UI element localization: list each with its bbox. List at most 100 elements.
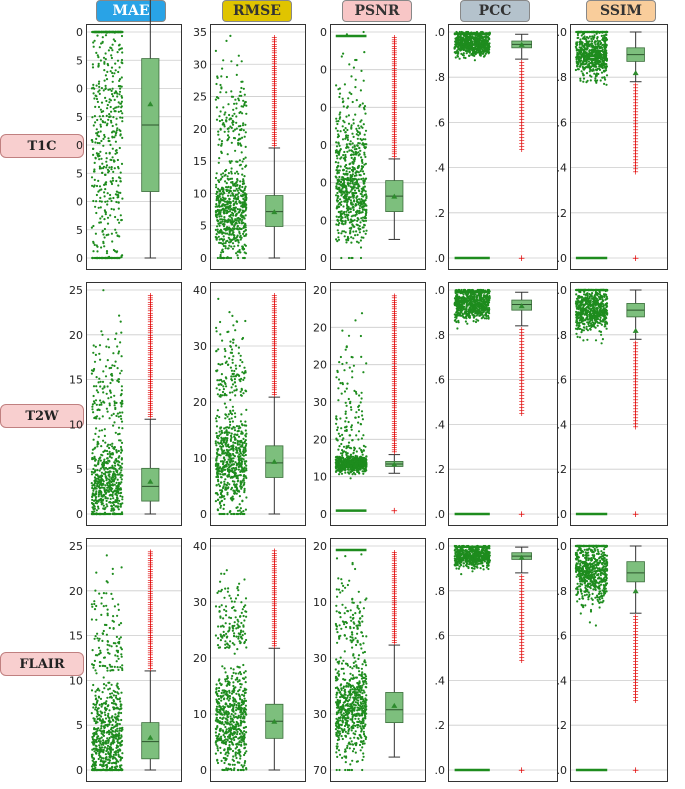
- scatter-point: [113, 421, 116, 424]
- scatter-point: [230, 160, 233, 163]
- scatter-point: [117, 70, 120, 74]
- scatter-point: [217, 133, 220, 136]
- outlier-point: +: [632, 99, 639, 108]
- scatter-point: [341, 138, 345, 141]
- scatter-point: [218, 215, 221, 218]
- scatter-point: [244, 226, 247, 229]
- outlier-point: +: [391, 84, 398, 93]
- scatter-point: [223, 480, 226, 483]
- scatter-point: [119, 110, 123, 113]
- scatter-point: [103, 69, 106, 72]
- scatter-point: [113, 483, 116, 486]
- scatter-point: [334, 161, 337, 164]
- scatter-point: [215, 475, 218, 479]
- scatter-point: [363, 51, 366, 54]
- scatter-point: [92, 153, 95, 156]
- scatter-point: [360, 203, 363, 206]
- panel-frame: [448, 24, 558, 270]
- scatter-point: [97, 493, 101, 496]
- scatter-point: [116, 367, 119, 370]
- scatter-point: [93, 168, 96, 171]
- outlier-point: +: [391, 123, 398, 132]
- scatter-point: [117, 352, 120, 355]
- scatter-point: [357, 203, 360, 206]
- outlier-point: +: [632, 159, 639, 168]
- outlier-point: +: [147, 298, 154, 307]
- scatter-point: [116, 345, 119, 348]
- scatter-point: [242, 157, 245, 161]
- scatter-point: [121, 62, 124, 65]
- scatter-point: [236, 228, 239, 231]
- y-tick-label: 15: [193, 155, 207, 168]
- scatter-point: [365, 229, 368, 232]
- scatter-point: [110, 207, 113, 211]
- scatter-point: [575, 42, 578, 45]
- scatter-point: [97, 64, 100, 67]
- scatter-point: [103, 218, 106, 221]
- scatter-point: [362, 230, 365, 233]
- outlier-point: +: [271, 44, 278, 53]
- outlier-point: +: [391, 55, 398, 64]
- scatter-point: [93, 464, 96, 467]
- scatter-point: [338, 87, 341, 90]
- scatter-point: [234, 210, 237, 213]
- scatter-point: [576, 30, 579, 34]
- outlier-point: +: [271, 49, 278, 58]
- scatter-point: [587, 54, 590, 57]
- scatter-point: [113, 136, 116, 139]
- scatter-point: [232, 338, 235, 341]
- scatter-point: [465, 41, 469, 44]
- scatter-point: [104, 87, 107, 91]
- scatter-point: [99, 380, 102, 383]
- scatter-point: [351, 224, 354, 227]
- scatter-point: [480, 36, 483, 39]
- scatter-point: [119, 320, 122, 323]
- scatter-point: [605, 30, 608, 34]
- outlier-point: +: [518, 145, 525, 154]
- scatter-point: [225, 445, 228, 448]
- scatter-point: [468, 51, 471, 54]
- scatter-point: [104, 473, 107, 476]
- scatter-point: [460, 45, 463, 48]
- scatter-point: [114, 493, 117, 496]
- outlier-series: ++++++++++++++++++++++++++++++++++++++++…: [271, 33, 278, 150]
- scatter-point: [457, 43, 460, 47]
- scatter-point: [104, 183, 107, 186]
- scatter-point: [220, 209, 223, 212]
- scatter-point: [93, 360, 97, 363]
- scatter-point: [219, 441, 223, 444]
- scatter-point: [92, 41, 95, 44]
- scatter-point: [109, 497, 112, 500]
- y-tick-label: .8: [557, 71, 568, 84]
- scatter-point: [239, 214, 242, 217]
- scatter-point: [456, 49, 459, 52]
- scatter-point: [346, 128, 349, 132]
- outlier-point: +: [391, 141, 398, 150]
- scatter-point: [237, 244, 240, 247]
- scatter-point: [109, 512, 112, 516]
- outlier-point: +: [632, 114, 639, 123]
- outlier-point: +: [632, 111, 639, 120]
- scatter-point: [221, 486, 225, 490]
- scatter-point: [359, 228, 362, 231]
- scatter-point: [238, 512, 242, 515]
- scatter-point: [240, 60, 243, 63]
- scatter-point: [218, 190, 222, 193]
- scatter-point: [601, 76, 604, 79]
- scatter-point: [103, 133, 106, 137]
- scatter-point: [226, 206, 229, 209]
- scatter-point: [104, 52, 107, 55]
- scatter-point: [235, 227, 238, 230]
- scatter-point: [113, 478, 116, 481]
- scatter-point: [111, 147, 114, 150]
- scatter-point: [353, 174, 356, 177]
- outlier-series: ++++++++++++++++++++++++++++++: [632, 81, 639, 177]
- scatter-point: [116, 127, 119, 130]
- scatter-point: [107, 512, 110, 516]
- scatter-point: [349, 174, 352, 177]
- scatter-point: [484, 45, 487, 48]
- scatter-point: [215, 238, 218, 241]
- scatter-point: [593, 34, 596, 37]
- outlier-point: +: [632, 81, 639, 90]
- scatter-point: [337, 238, 341, 241]
